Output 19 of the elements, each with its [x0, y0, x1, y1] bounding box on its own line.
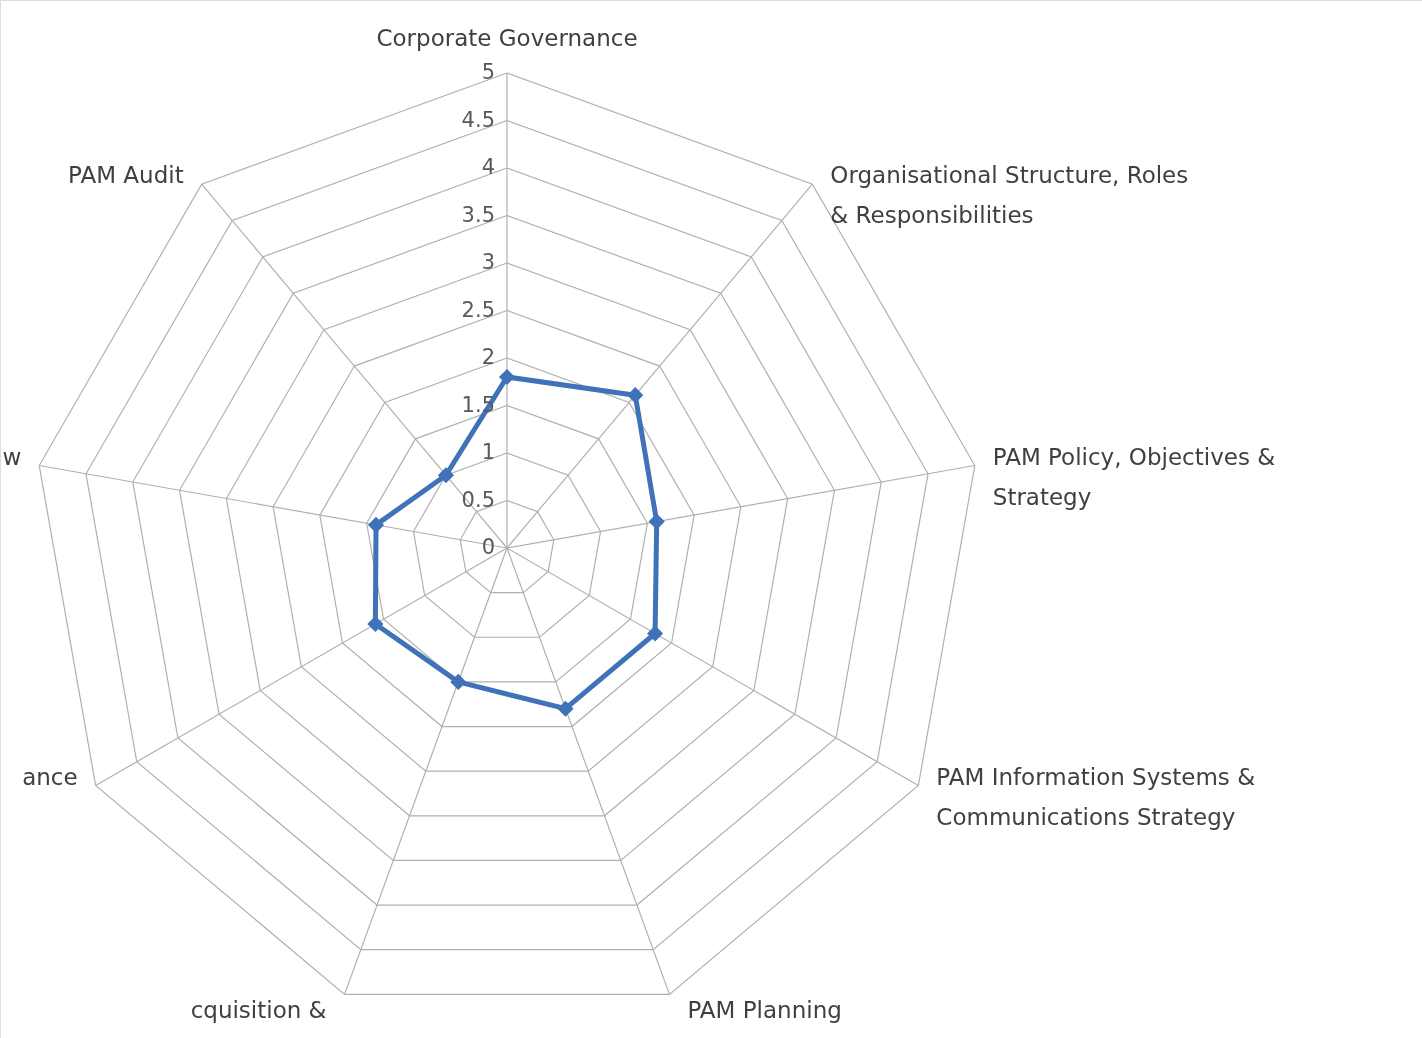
y-tick-label: 5: [481, 60, 495, 84]
y-tick-label: 1: [481, 440, 495, 464]
spoke-label: PAM Information Systems & Communications Strategy: [936, 763, 1256, 830]
spoke-label: PAM Planning: [687, 997, 842, 1024]
spoke-label: Organisational Structure, Roles & Responsibilities: [830, 162, 1189, 229]
spoke-label: ance: [22, 763, 78, 790]
y-tick-label: 2: [481, 345, 495, 369]
y-tick-label: 4.5: [461, 107, 495, 132]
spoke-label: PAM Policy, Objectives & Strategy: [992, 443, 1276, 510]
spoke-label: cquisition &: [190, 997, 327, 1024]
y-tick-label: 2.5: [461, 297, 495, 322]
y-tick-label: 3.5: [461, 202, 495, 227]
spoke-label: PAM Audit: [68, 162, 184, 189]
y-tick-label: 0.5: [461, 487, 495, 512]
y-tick-label: 0: [481, 535, 495, 559]
spoke-label: w: [2, 443, 22, 470]
y-tick-label: 3: [481, 250, 495, 274]
spoke-label: Corporate Governance: [376, 25, 638, 51]
y-tick-label: 4: [481, 155, 495, 179]
